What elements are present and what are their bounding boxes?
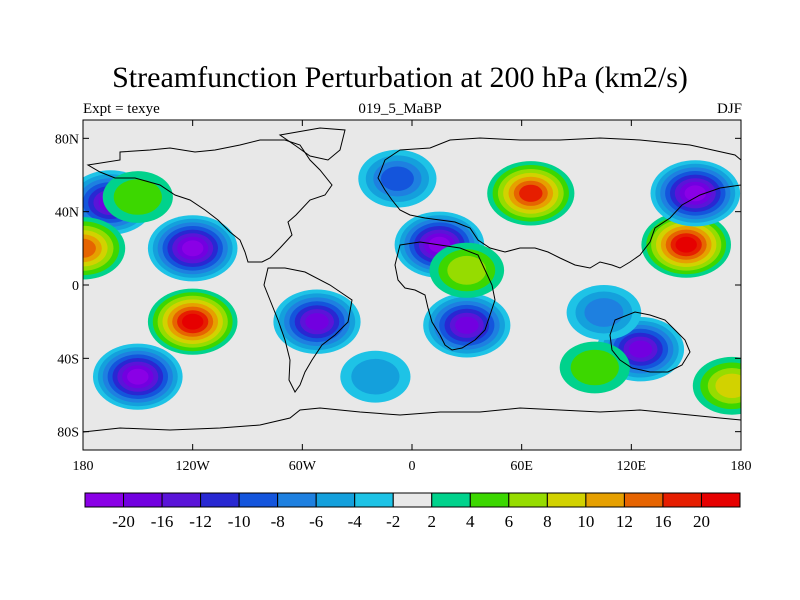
coastline-antarctica bbox=[83, 407, 741, 433]
colorbar-label: 10 bbox=[577, 512, 594, 531]
x-tick-label: 120W bbox=[176, 459, 211, 474]
colorbar-label: -6 bbox=[309, 512, 323, 531]
contour-band bbox=[684, 185, 706, 202]
coastline-layer bbox=[83, 127, 741, 433]
colorbar-box bbox=[238, 492, 279, 508]
colorbar-box bbox=[469, 492, 510, 508]
contour-band bbox=[675, 236, 697, 253]
colorbar-label: -16 bbox=[151, 512, 174, 531]
contour-cell-0 bbox=[147, 215, 238, 282]
contour-band bbox=[127, 368, 149, 385]
coastline-south-america bbox=[263, 267, 353, 393]
contour-cell-3 bbox=[102, 171, 173, 223]
contour-band bbox=[351, 358, 400, 395]
contour-cell-10 bbox=[487, 161, 575, 226]
coastline-eurasia bbox=[377, 137, 741, 269]
y-tick-label: 40N bbox=[55, 206, 79, 221]
colorbar-label: -4 bbox=[348, 512, 363, 531]
contour-cell-6 bbox=[340, 350, 411, 403]
contour-band bbox=[83, 238, 96, 258]
plot-title: Streamfunction Perturbation at 200 hPa (… bbox=[112, 61, 688, 94]
contour-band bbox=[455, 316, 479, 334]
colorbar-box bbox=[200, 492, 240, 508]
contour-cell-2 bbox=[147, 288, 238, 355]
colorbar-label: 6 bbox=[505, 512, 514, 531]
colorbar-box bbox=[354, 492, 394, 508]
y-tick-label: 40S bbox=[57, 352, 79, 367]
x-tick-label: 120E bbox=[617, 459, 647, 474]
colorbar-label: 8 bbox=[543, 512, 552, 531]
contour-cell-14 bbox=[566, 285, 642, 340]
contour-cell-12 bbox=[650, 160, 741, 227]
contour-band bbox=[519, 184, 543, 202]
contour-band bbox=[628, 340, 653, 358]
colorbar-label: 16 bbox=[654, 512, 671, 531]
contour-cell-15 bbox=[429, 242, 505, 298]
colorbar-label: -20 bbox=[112, 512, 135, 531]
contour-cell-17 bbox=[83, 217, 126, 280]
colorbar-box bbox=[315, 492, 356, 508]
colorbar-label: 20 bbox=[693, 512, 710, 531]
x-tick-label: 0 bbox=[409, 459, 416, 474]
contour-cell-18 bbox=[559, 341, 630, 394]
contour-band bbox=[182, 240, 204, 257]
colorbar-box bbox=[662, 492, 702, 508]
colorbar-box bbox=[431, 492, 471, 508]
colorbar-box bbox=[123, 492, 163, 508]
x-tick-label: 180 bbox=[73, 459, 94, 474]
colorbar-box bbox=[585, 492, 625, 508]
contour-cell-11 bbox=[641, 211, 731, 278]
colorbar-box bbox=[277, 492, 317, 508]
colorbar-box bbox=[508, 492, 548, 508]
colorbar-box bbox=[700, 492, 741, 508]
colorbar-label: 2 bbox=[428, 512, 437, 531]
contour-fill-layer bbox=[83, 149, 741, 415]
contour-cell-4 bbox=[273, 289, 361, 354]
contour-band bbox=[715, 373, 741, 398]
x-tick-label: 180 bbox=[731, 459, 752, 474]
season-label: DJF bbox=[716, 101, 742, 117]
colorbar: -20 -16 -12 -10 -8 -6 -4 -2 2 4 6 8 10 12 16 20 bbox=[84, 492, 741, 531]
colorbar-box bbox=[161, 492, 202, 508]
coastline-greenland bbox=[278, 127, 346, 161]
coastline-africa bbox=[394, 241, 496, 351]
case-label: 019_5_MaBP bbox=[358, 101, 442, 117]
experiment-label: Expt = texye bbox=[83, 101, 160, 117]
contour-band bbox=[113, 179, 162, 215]
colorbar-label: 4 bbox=[466, 512, 475, 531]
x-tick-label: 60E bbox=[510, 459, 533, 474]
coastline-north-america bbox=[86, 139, 333, 263]
x-tick-label: 60W bbox=[289, 459, 317, 474]
contour-cell-16 bbox=[692, 356, 741, 415]
y-tick-label: 80N bbox=[55, 132, 79, 147]
contour-band bbox=[182, 313, 204, 330]
colorbar-label: -12 bbox=[189, 512, 212, 531]
contour-cell-9 bbox=[423, 293, 511, 358]
axis-layer: 180 120W 60W 0 60E 120E 180 80N 40N 0 40S 80S bbox=[55, 120, 752, 474]
y-tick-label: 80S bbox=[57, 426, 79, 441]
contour-cell-7 bbox=[93, 343, 183, 410]
colorbar-label: -8 bbox=[271, 512, 285, 531]
contour-band bbox=[305, 313, 329, 331]
contour-band bbox=[570, 349, 619, 386]
colorbar-label: -10 bbox=[228, 512, 251, 531]
contour-band bbox=[447, 255, 487, 285]
colorbar-label: 12 bbox=[616, 512, 633, 531]
colorbar-box bbox=[392, 492, 433, 508]
contour-band bbox=[380, 166, 414, 191]
contour-band bbox=[584, 298, 624, 327]
colorbar-label: -2 bbox=[386, 512, 400, 531]
colorbar-box bbox=[623, 492, 664, 508]
colorbar-box bbox=[84, 492, 125, 508]
y-tick-label: 0 bbox=[72, 279, 79, 294]
contour-cell-5 bbox=[358, 149, 437, 208]
coastline-australia bbox=[609, 311, 691, 373]
colorbar-box bbox=[546, 492, 587, 508]
